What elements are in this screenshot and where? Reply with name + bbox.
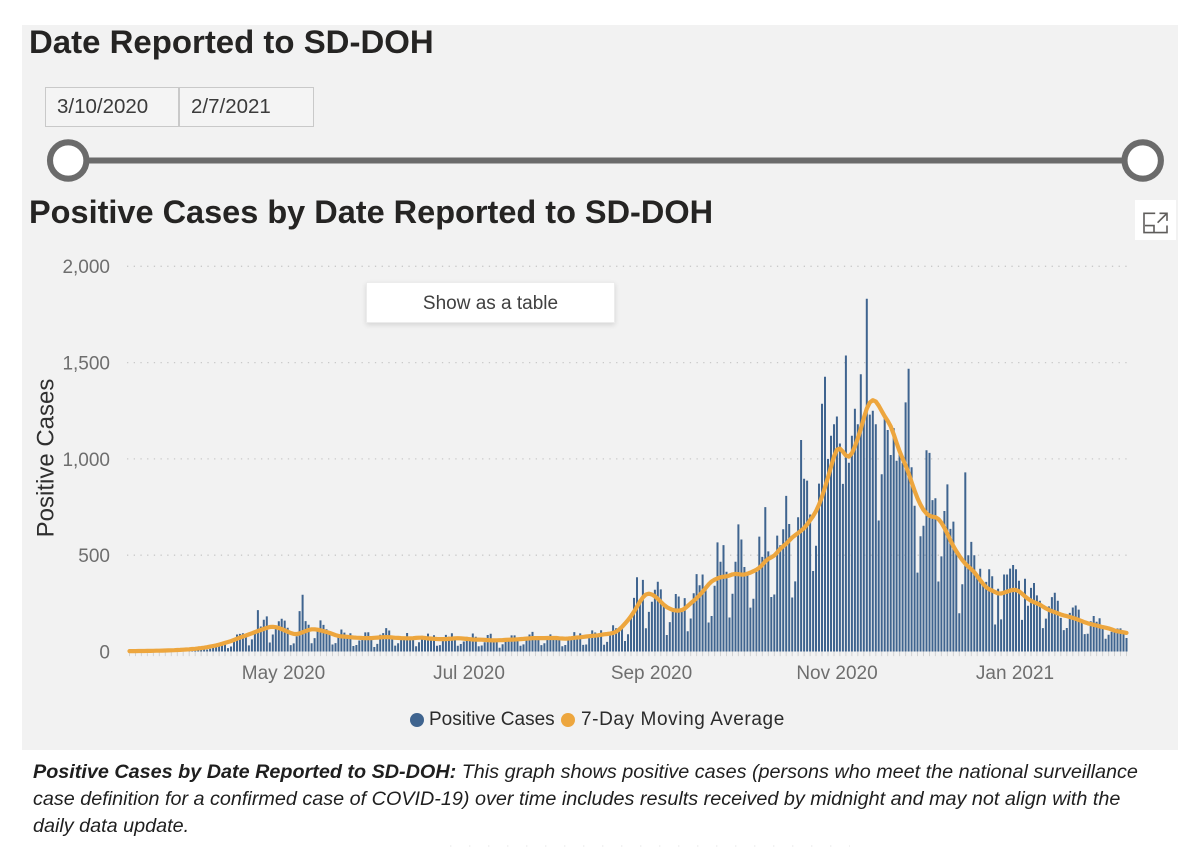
svg-text:Nov 2020: Nov 2020 [796,663,877,684]
svg-text:Sep 2020: Sep 2020 [611,663,692,684]
svg-text:Jul 2020: Jul 2020 [433,663,505,684]
svg-text:500: 500 [78,546,110,567]
svg-text:May 2020: May 2020 [242,663,325,684]
svg-text:0: 0 [99,642,110,663]
svg-text:1,000: 1,000 [62,450,110,471]
svg-text:1,500: 1,500 [62,354,110,375]
svg-text:Jan 2021: Jan 2021 [976,663,1054,684]
svg-text:Positive Cases: Positive Cases [33,379,60,538]
svg-text:2,000: 2,000 [62,257,110,278]
